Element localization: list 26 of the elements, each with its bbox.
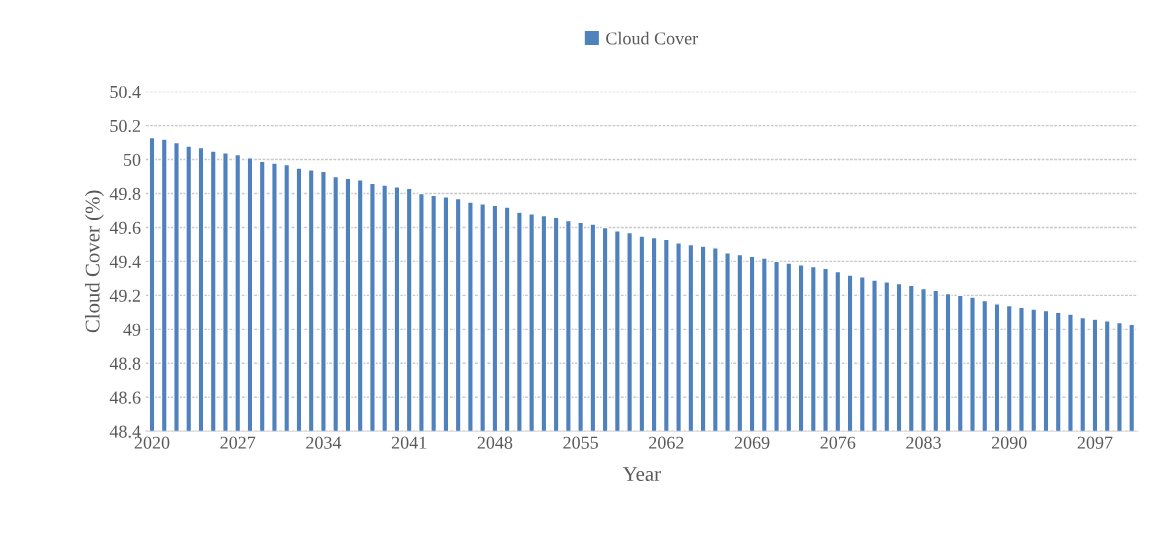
x-tick-label: 2090 xyxy=(991,436,1027,449)
y-tick-label: 49.6 xyxy=(109,221,141,234)
y-tick-label: 48.6 xyxy=(109,391,141,404)
x-tick-label: 2083 xyxy=(906,436,941,449)
legend-label: Cloud Cover xyxy=(606,31,699,45)
x-tick-label: 2048 xyxy=(477,436,513,449)
y-tick-label: 48.4 xyxy=(109,425,141,438)
y-tick-label: 50.4 xyxy=(110,85,141,99)
y-axis-title: Cloud Cover (%) xyxy=(84,190,104,333)
y-tick-label: 48.8 xyxy=(109,357,141,370)
x-tick-label: 2034 xyxy=(306,436,342,449)
x-axis-title: Year xyxy=(622,467,661,481)
y-tick-label: 49.2 xyxy=(109,289,141,302)
x-tick-label: 2076 xyxy=(820,436,856,449)
x-tick-label: 2027 xyxy=(220,436,256,449)
y-tick-label: 49.8 xyxy=(109,187,141,201)
x-tick-label: 2097 xyxy=(1077,436,1113,449)
y-tick-label: 49.4 xyxy=(109,255,141,268)
y-tick-label: 50.2 xyxy=(110,119,141,133)
x-tick-label: 2020 xyxy=(134,436,170,449)
x-tick-label: 2062 xyxy=(649,436,684,449)
x-tick-label: 2069 xyxy=(734,436,770,449)
x-tick-label: 2055 xyxy=(563,436,598,449)
y-tick-label: 49 xyxy=(123,323,141,336)
y-tick-label: 50 xyxy=(124,153,141,166)
x-tick-label: 2041 xyxy=(391,436,427,449)
